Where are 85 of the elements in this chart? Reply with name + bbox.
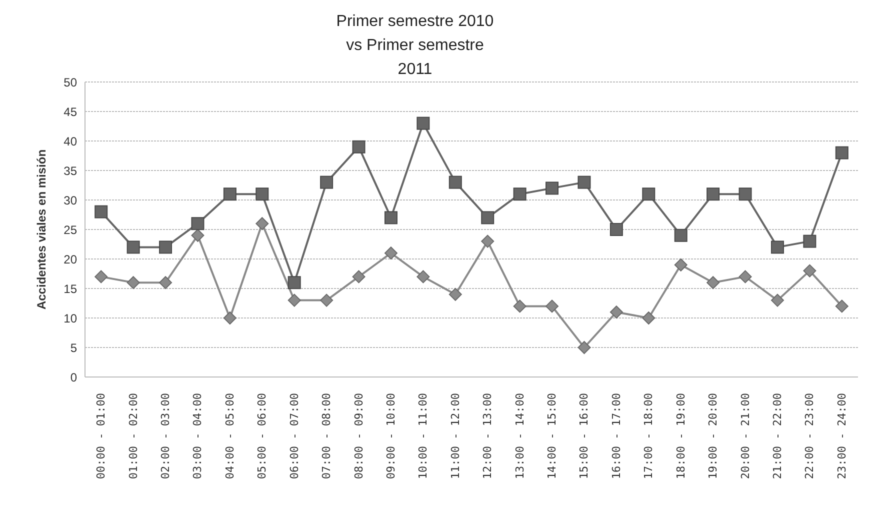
point <box>320 294 334 307</box>
x-tick-label: 18:00 - 19:00 <box>674 393 688 480</box>
point <box>674 228 688 242</box>
point <box>94 270 108 284</box>
point <box>642 312 656 324</box>
point <box>706 276 720 290</box>
x-tick-label: 09:00 - 10:00 <box>384 393 398 480</box>
point <box>738 188 752 201</box>
y-tick-label: 0 <box>70 370 78 384</box>
x-tick-label: 16:00 - 17:00 <box>610 393 623 480</box>
point <box>448 288 462 301</box>
y-tick-label: 20 <box>64 252 78 266</box>
x-tick-label: 19:00 - 20:00 <box>706 393 720 480</box>
chart-title: Primer semestre 2010 vs Primer semestre 2011 <box>335 12 495 80</box>
y-tick-label: 25 <box>64 222 78 237</box>
point <box>770 240 784 254</box>
point <box>770 294 784 307</box>
point <box>223 188 236 201</box>
point <box>94 205 108 218</box>
x-tick-label: 20:00 - 21:00 <box>738 393 752 480</box>
point <box>803 234 816 248</box>
point <box>835 146 848 160</box>
y-tick-label: 5 <box>70 340 78 355</box>
y-tick-label: 15 <box>64 282 78 296</box>
point <box>223 312 236 324</box>
x-tick-label: 03:00 - 04:00 <box>191 393 204 480</box>
x-tick-label: 06:00 - 07:00 <box>288 393 301 480</box>
x-tick-label: 15:00 - 16:00 <box>578 393 591 480</box>
x-tick-label: 14:00 - 15:00 <box>546 393 559 480</box>
point <box>191 217 204 230</box>
y-tick-label: 40 <box>64 134 78 148</box>
point <box>159 240 172 254</box>
x-tick-label: 01:00 - 02:00 <box>126 393 140 480</box>
y-tick-label: 10 <box>64 311 78 326</box>
point <box>578 341 591 354</box>
point <box>256 217 269 230</box>
point <box>610 306 623 319</box>
point <box>256 188 269 201</box>
point <box>835 300 848 313</box>
point <box>610 223 623 236</box>
point <box>546 182 559 195</box>
point <box>126 276 140 290</box>
point <box>546 300 559 313</box>
x-tick-label: 22:00 - 23:00 <box>803 393 816 480</box>
point <box>352 140 366 154</box>
point <box>578 176 591 189</box>
x-tick-label: 21:00 - 22:00 <box>770 393 784 480</box>
point <box>126 240 140 254</box>
point <box>642 188 656 201</box>
y-tick-label: 30 <box>64 193 78 208</box>
x-tick-label: 13:00 - 14:00 <box>513 393 526 480</box>
point <box>159 276 172 290</box>
x-tick-label: 17:00 - 18:00 <box>642 393 656 480</box>
x-tick-label: 00:00 - 01:00 <box>94 393 108 480</box>
point <box>191 228 204 242</box>
x-tick-label: 23:00 - 24:00 <box>835 393 848 480</box>
y-tick-label: 35 <box>64 164 78 178</box>
x-tick-label: 02:00 - 03:00 <box>159 393 172 480</box>
point <box>481 211 494 224</box>
y-axis-title: Accidentes viales en misión <box>34 149 48 310</box>
y-tick-label: 50 <box>64 75 78 90</box>
point <box>481 234 494 248</box>
point <box>738 270 752 284</box>
point <box>674 258 688 272</box>
point <box>352 270 366 284</box>
point <box>416 270 430 284</box>
x-tick-label: 07:00 - 08:00 <box>320 393 334 480</box>
point <box>706 188 720 201</box>
x-tick-label: 08:00 - 09:00 <box>352 393 366 480</box>
point <box>448 176 462 189</box>
y-tick-label: 45 <box>64 104 78 119</box>
point <box>384 246 398 260</box>
point <box>288 294 301 307</box>
point <box>288 276 301 290</box>
x-tick-label: 11:00 - 12:00 <box>448 393 462 480</box>
x-tick-label: 05:00 - 06:00 <box>256 393 269 480</box>
x-tick-label: 12:00 - 13:00 <box>481 393 494 480</box>
point <box>416 116 430 130</box>
point <box>513 188 526 201</box>
point <box>320 176 334 189</box>
point <box>513 300 526 313</box>
point <box>803 264 816 278</box>
point <box>384 211 398 224</box>
x-tick-label: 04:00 - 05:00 <box>223 393 236 480</box>
x-tick-label: 10:00 - 11:00 <box>416 393 430 480</box>
